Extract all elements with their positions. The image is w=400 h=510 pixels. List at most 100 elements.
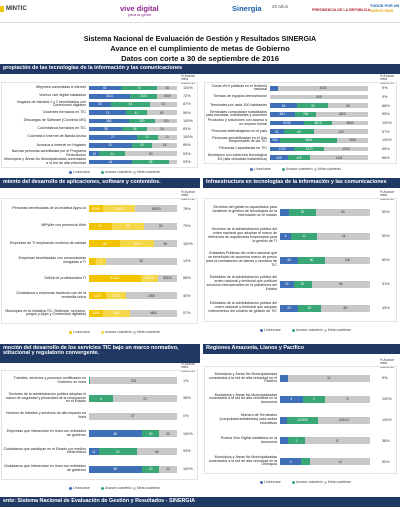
logo-text: MINTIC xyxy=(6,6,27,12)
legend-swatch xyxy=(292,480,295,484)
row-label: Entidades de la administración pública d… xyxy=(208,301,277,313)
bar-segment xyxy=(141,465,160,473)
bar-segment xyxy=(270,129,284,135)
pct-label: 50% xyxy=(382,234,390,238)
bar-segment xyxy=(105,257,177,265)
segment-label: 100 xyxy=(344,258,351,262)
row-label: Colombia a Internet de Banda Ancha xyxy=(27,134,86,139)
bar-segment xyxy=(280,437,289,445)
segment-label: 70 xyxy=(137,86,141,91)
legend-swatch xyxy=(133,170,136,174)
pct-label: 93% xyxy=(183,159,191,164)
legend-swatch xyxy=(324,480,327,484)
bar-segment xyxy=(122,126,148,132)
segment-label: 24 xyxy=(110,151,114,156)
row-label: Terminales por cada 100 habitantes xyxy=(210,102,267,107)
bar-segment xyxy=(303,120,333,126)
segment-label: 65 xyxy=(338,282,343,286)
footer: ente: Sistema Nacional de Evaluación de … xyxy=(0,497,400,507)
logo-text: Sinergia xyxy=(232,4,262,13)
segment-label: 2000 xyxy=(342,146,350,151)
pct-label: 83% xyxy=(183,127,191,132)
segment-label: 14 xyxy=(338,459,342,464)
chart-frame xyxy=(204,198,397,322)
bar-segment xyxy=(103,309,130,317)
segment-label: 1400 xyxy=(92,311,100,316)
segment-label: 60 xyxy=(160,110,164,115)
pct-label: 89% xyxy=(183,143,191,148)
bar-segment xyxy=(89,257,97,265)
segment-label: 6875 xyxy=(314,120,322,125)
row-label: Viveros vive digital instalados xyxy=(39,93,86,98)
segment-label: 44 xyxy=(128,102,133,107)
bar-segment xyxy=(144,222,177,230)
segment-label: 31 xyxy=(161,102,166,107)
segment-label: 34 xyxy=(160,127,164,132)
bar-segment xyxy=(89,448,99,455)
section-header: Infraestructura en tecnologías de la inf… xyxy=(203,178,400,188)
bar-segment xyxy=(89,240,121,248)
segment-label: 1500 xyxy=(349,138,357,143)
segment-label: 2611 xyxy=(113,311,121,316)
bar-segment xyxy=(280,395,303,403)
pct-label: 66% xyxy=(382,155,390,160)
segment-label: 2100 xyxy=(140,94,148,99)
bar-segment xyxy=(125,110,147,115)
segment-label: 28 xyxy=(132,127,137,132)
segment-label: 8 xyxy=(100,396,103,401)
section-title: miento del desarrollo de aplicaciones, s… xyxy=(3,178,161,185)
bar-segment xyxy=(280,416,287,424)
bar-segment xyxy=(96,257,106,265)
legend-label: Línea base xyxy=(73,330,90,334)
segment-label: 11 xyxy=(92,449,96,454)
bar-segment xyxy=(98,448,137,455)
segment-label: 8650 xyxy=(346,120,354,125)
legend-label: Avance cuatrienio xyxy=(105,170,132,174)
segment-label: 34 xyxy=(281,103,286,108)
pct-label: 78% xyxy=(183,206,191,211)
row-label: Accesos a Internet en Hogares xyxy=(36,142,86,147)
segment-label: 20 xyxy=(148,467,153,472)
bar-segment xyxy=(294,111,317,117)
legend-label: Línea base xyxy=(73,486,90,490)
section-title: moción del desarrollo de los servicios T… xyxy=(3,344,179,351)
pct-label: 59% xyxy=(183,110,191,115)
bar-segment xyxy=(89,135,137,140)
segment-label: 20 xyxy=(287,306,291,310)
segment-label: 43 xyxy=(115,449,120,454)
bar-segment xyxy=(270,120,304,126)
segment-label: 224247 xyxy=(338,418,350,422)
row-label: Déficit de profesionales TI xyxy=(44,275,86,280)
bar-segment xyxy=(89,126,123,132)
bar-segment xyxy=(317,232,370,240)
row-label: Nuevas personas acreditadas por el Progr… xyxy=(11,148,86,157)
bar-segment xyxy=(325,256,370,264)
bar-segment xyxy=(157,85,177,91)
segment-label: 30 xyxy=(300,210,305,214)
bar-segment xyxy=(111,222,145,230)
section-header: Regiones Amazonía, Llanos y Pacífico xyxy=(203,344,400,354)
bar-segment xyxy=(283,129,315,135)
pct-label: 100% xyxy=(183,467,193,472)
bar-segment xyxy=(89,292,106,300)
page-title: Datos con corte a 30 de septiembre de 20… xyxy=(121,54,279,63)
legend-label: Avance cuatrienio xyxy=(286,167,313,171)
pct-label: 95% xyxy=(382,112,390,117)
segment-label: 1370 xyxy=(305,146,313,151)
segment-label: 57 xyxy=(131,414,135,419)
bar-segment xyxy=(102,205,136,213)
legend-label: Meta cuatrienio xyxy=(328,480,352,484)
bar-segment xyxy=(298,256,325,264)
row-label: Empresas beneficiadas con convocatorias … xyxy=(18,256,86,264)
bar-segment xyxy=(113,395,177,402)
bar-segment xyxy=(89,274,141,282)
bar-segment xyxy=(111,102,150,107)
segment-label: 793 xyxy=(130,378,137,383)
bar-segment xyxy=(270,155,289,161)
bar-segment xyxy=(89,377,177,385)
bar-segment xyxy=(288,155,310,161)
pct-label: 1% xyxy=(183,378,189,383)
legend-swatch xyxy=(101,170,104,174)
segment-label: 1000 xyxy=(93,293,101,298)
